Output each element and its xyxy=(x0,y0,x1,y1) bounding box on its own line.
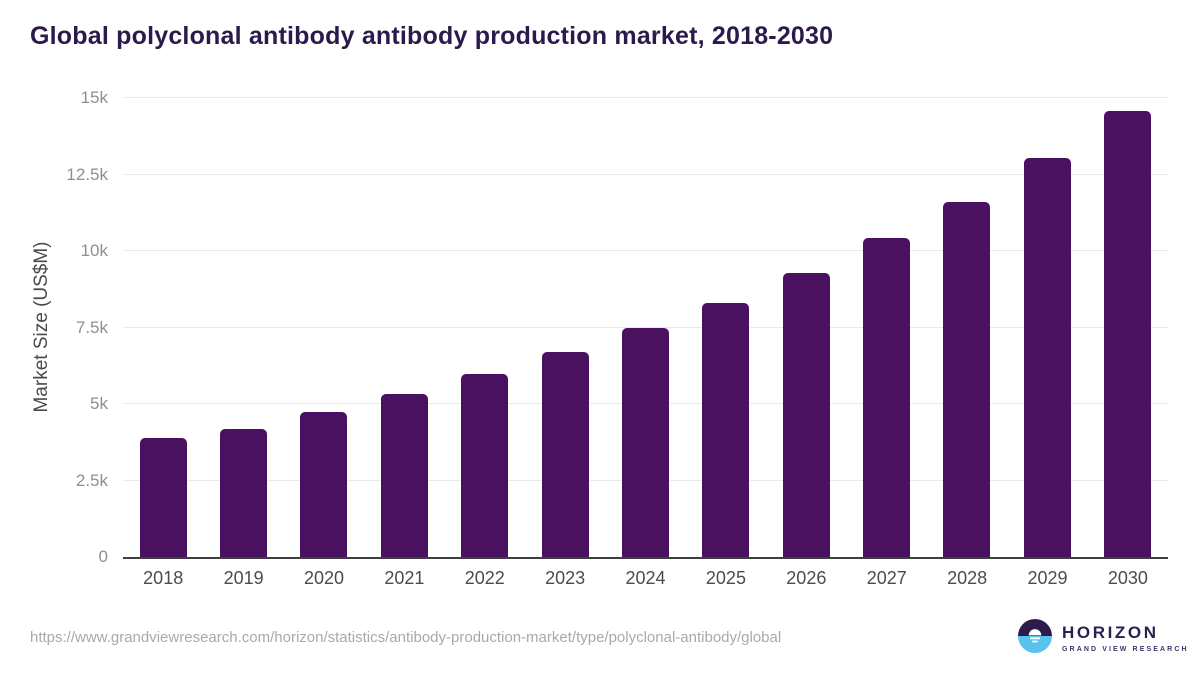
source-url: https://www.grandviewresearch.com/horizo… xyxy=(30,629,782,646)
gridline-12.5k xyxy=(123,173,1168,175)
bar-2026[interactable] xyxy=(782,273,830,557)
bar-2023[interactable] xyxy=(541,351,589,557)
x-tick-label-2027: 2027 xyxy=(866,568,907,588)
bar-2030[interactable] xyxy=(1104,110,1152,557)
y-tick-label-2.5k: 2.5k xyxy=(75,470,108,490)
x-tick-label-2022: 2022 xyxy=(464,568,505,588)
x-tick-label-2029: 2029 xyxy=(1027,568,1068,588)
y-tick-label-0: 0 xyxy=(98,547,108,566)
page-title: Global polyclonal antibody antibody prod… xyxy=(30,22,834,50)
x-tick-label-2030: 2030 xyxy=(1107,568,1148,588)
bar-2028[interactable] xyxy=(943,202,991,557)
x-axis-labels: 2018 2019 2020 2021 2022 2023 2024 2025 2026 2027… xyxy=(123,568,1168,589)
bars xyxy=(123,98,1168,557)
gridline-15k xyxy=(123,97,1168,98)
x-tick-label-2024: 2024 xyxy=(625,568,666,588)
horizon-logo-text: HORIZON GRAND VIEW RESEARCH xyxy=(1062,623,1189,653)
x-tick-label-2019: 2019 xyxy=(223,568,264,588)
gridline-10k xyxy=(123,250,1168,252)
bar-2027[interactable] xyxy=(863,237,911,557)
x-tick-label-2026: 2026 xyxy=(786,568,827,588)
bar-2029[interactable] xyxy=(1023,157,1071,557)
plot-area: 0 2.5k 5k 7.5k 10k 12.5k 15k xyxy=(66,88,1168,566)
y-tick-label-15k: 15k xyxy=(80,88,108,107)
y-tick-label-10k: 10k xyxy=(80,241,108,261)
bar-2019[interactable] xyxy=(220,429,268,557)
y-tick-label-12.5k: 12.5k xyxy=(66,164,108,184)
x-tick-label-2021: 2021 xyxy=(384,568,425,588)
bar-2025[interactable] xyxy=(702,303,750,557)
horizon-logo-subtitle: GRAND VIEW RESEARCH xyxy=(1062,645,1189,653)
y-tick-label-5k: 5k xyxy=(90,394,108,414)
x-tick-label-2025: 2025 xyxy=(705,568,746,588)
x-tick-label-2018: 2018 xyxy=(143,568,184,588)
x-tick-label-2028: 2028 xyxy=(947,568,988,588)
y-tick-label-7.5k: 7.5k xyxy=(75,317,108,337)
x-tick-label-2020: 2020 xyxy=(303,568,344,588)
bar-2021[interactable] xyxy=(380,393,428,557)
x-tick-label-2023: 2023 xyxy=(545,568,586,588)
bar-2020[interactable] xyxy=(300,411,348,557)
horizon-logo-icon xyxy=(1018,619,1052,658)
bar-2024[interactable] xyxy=(621,328,669,557)
horizon-logo-name: HORIZON xyxy=(1062,623,1159,643)
y-axis-title: Market Size (US$M) xyxy=(31,241,52,413)
bar-2022[interactable] xyxy=(461,374,509,557)
gridline-7.5k xyxy=(123,326,1168,328)
horizon-logo[interactable]: HORIZON GRAND VIEW RESEARCH xyxy=(1018,619,1189,658)
bar-2018[interactable] xyxy=(139,437,187,557)
